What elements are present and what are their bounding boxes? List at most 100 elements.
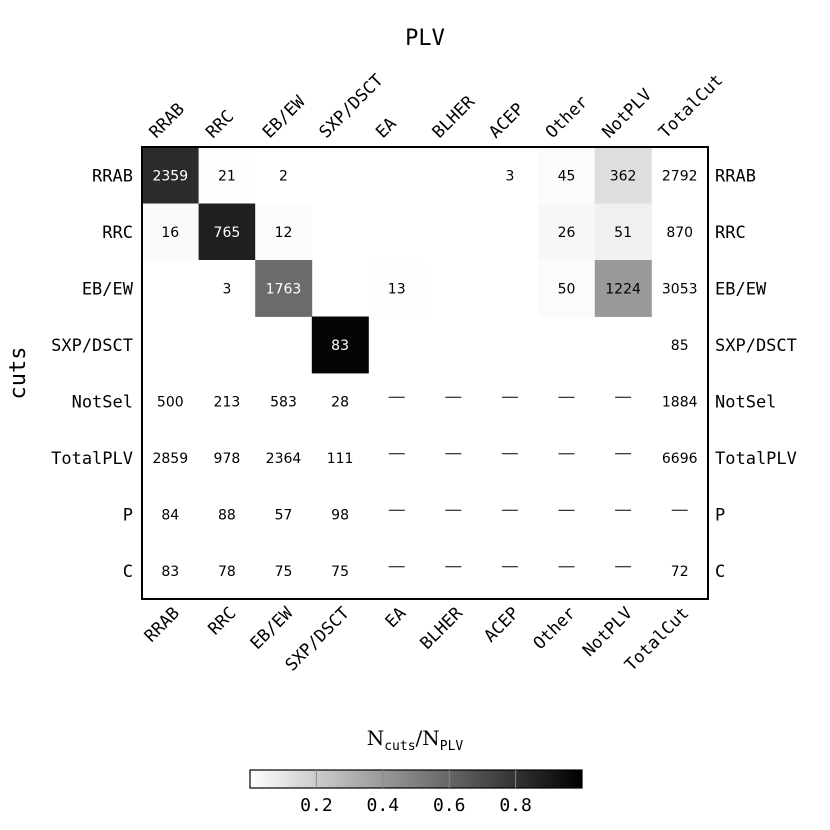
colorbar — [249, 769, 583, 789]
cell-2-7 — [538, 260, 596, 317]
right-tick-label: TotalPLV — [715, 449, 797, 469]
cell-value-6-2: 57 — [275, 507, 293, 523]
bottom-tick-label: ACEP — [480, 603, 523, 646]
cell-2-1 — [198, 260, 256, 317]
left-tick-label: EB/EW — [82, 279, 134, 299]
bottom-tick-label: RRC — [205, 603, 241, 639]
left-tick-label: P — [123, 505, 133, 525]
left-tick-label: RRAB — [92, 166, 133, 186]
cell-value-5-0: 2859 — [152, 451, 188, 467]
cell-value-7-3: 75 — [331, 564, 349, 580]
cell-2-2 — [255, 260, 313, 317]
cell-value-0-6: 3 — [505, 168, 514, 184]
top-tick-label: EA — [372, 114, 401, 143]
right-tick-label: C — [715, 562, 725, 582]
colorbar-label-sub-cuts: cuts — [384, 739, 415, 754]
heatmap-cells — [142, 147, 652, 374]
colorbar-tick-label: 0.8 — [499, 795, 532, 816]
cell-1-8 — [594, 203, 652, 261]
cell-value-7-2: 75 — [275, 564, 293, 580]
colorbar-ticks: 0.2 0.4 0.6 0.8 — [300, 770, 532, 816]
cell-value-6-1: 88 — [218, 507, 236, 523]
cell-value-0-9: 2792 — [662, 168, 698, 184]
cell-0-2 — [255, 147, 313, 204]
bottom-tick-label: EB/EW — [247, 603, 298, 654]
cell-value-5-3: 111 — [327, 451, 354, 467]
left-tick-label: SXP/DSCT — [51, 336, 133, 356]
cell-value-4-1: 213 — [214, 394, 241, 410]
cell-0-8 — [594, 147, 652, 204]
cell-value-0-8: 362 — [610, 168, 637, 184]
cell-value-0-2: 2 — [279, 168, 288, 184]
cell-0-7 — [538, 147, 596, 204]
cell-value-5-1: 978 — [214, 451, 241, 467]
cell-1-1 — [198, 203, 256, 261]
cell-value-3-3: 83 — [331, 338, 349, 354]
colorbar-label: Ncuts/NPLV — [367, 726, 464, 754]
cell-value-4-3: 28 — [331, 394, 349, 410]
top-tick-label: EB/EW — [259, 92, 310, 143]
cell-value-6-0: 84 — [161, 507, 179, 523]
cell-value-2-8: 1224 — [605, 281, 641, 297]
cell-0-1 — [198, 147, 256, 204]
cell-value-1-7: 26 — [558, 225, 576, 241]
top-axis-title: PLV — [405, 26, 445, 51]
cell-0-6 — [481, 147, 539, 204]
bottom-tick-label: RRAB — [141, 603, 184, 646]
left-tick-label: TotalPLV — [51, 449, 133, 469]
left-tick-label: RRC — [102, 223, 133, 243]
cell-value-1-8: 51 — [614, 225, 632, 241]
colorbar-label-sub-plv: PLV — [440, 739, 464, 754]
cell-1-0 — [142, 203, 199, 261]
top-tick-label: ACEP — [485, 99, 528, 142]
cell-value-0-7: 45 — [558, 168, 576, 184]
top-tick-label: RRAB — [146, 99, 189, 142]
cell-value-2-4: 13 — [388, 281, 406, 297]
top-tick-label: BLHER — [429, 92, 480, 143]
right-tick-label: RRAB — [715, 166, 756, 186]
left-tick-label: NotSel — [72, 392, 133, 412]
right-tick-label: RRC — [715, 223, 746, 243]
cell-value-5-9: 6696 — [662, 451, 698, 467]
bottom-tick-label: BLHER — [416, 603, 467, 654]
cell-value-4-2: 583 — [270, 394, 297, 410]
bottom-tick-label: NotPLV — [579, 603, 637, 661]
colorbar-tick-label: 0.4 — [367, 795, 400, 816]
top-tick-label: NotPLV — [598, 85, 656, 143]
colorbar-label-main: N — [367, 726, 385, 750]
plot-frame — [141, 146, 709, 600]
cell-2-4 — [368, 260, 426, 317]
cell-value-6-3: 98 — [331, 507, 349, 523]
colorbar-tick-label: 0.2 — [300, 795, 333, 816]
top-tick-label: TotalCut — [655, 70, 727, 142]
colorbar-label-separator: /N — [416, 726, 440, 750]
cell-1-7 — [538, 203, 596, 261]
right-tick-label: EB/EW — [715, 279, 767, 299]
cell-0-0 — [142, 147, 199, 204]
top-tick-label: RRC — [202, 107, 238, 143]
bottom-tick-label: Other — [530, 603, 580, 653]
right-tick-label: P — [715, 505, 725, 525]
cell-value-4-9: 1884 — [662, 394, 698, 410]
bottom-tick-label: EA — [382, 603, 411, 632]
cell-value-1-0: 16 — [161, 225, 179, 241]
cell-3-3 — [311, 316, 369, 374]
right-tick-label: SXP/DSCT — [715, 336, 797, 356]
cell-value-0-0: 2359 — [152, 168, 188, 184]
cell-value-0-1: 21 — [218, 168, 236, 184]
cell-value-1-9: 870 — [666, 225, 693, 241]
cell-value-7-1: 78 — [218, 564, 236, 580]
cell-value-5-2: 2364 — [266, 451, 302, 467]
cell-value-4-0: 500 — [157, 394, 184, 410]
colorbar-tick-label: 0.6 — [433, 795, 466, 816]
cell-value-2-9: 3053 — [662, 281, 698, 297]
cell-value-2-1: 3 — [222, 281, 231, 297]
cell-1-2 — [255, 203, 313, 261]
cell-2-8 — [594, 260, 652, 317]
cell-value-1-1: 765 — [214, 225, 241, 241]
cell-value-1-2: 12 — [275, 225, 293, 241]
right-tick-label: NotSel — [715, 392, 776, 412]
cell-value-7-0: 83 — [161, 564, 179, 580]
top-tick-label: Other — [542, 92, 592, 142]
